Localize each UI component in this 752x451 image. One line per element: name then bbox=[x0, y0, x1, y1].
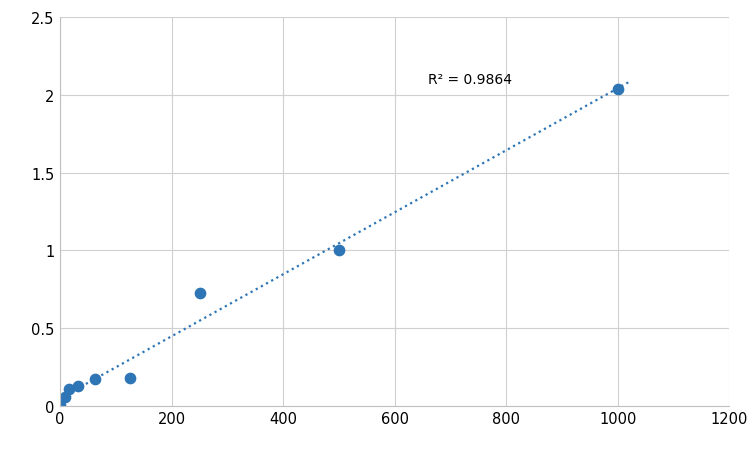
Point bbox=[333, 247, 345, 254]
Point bbox=[63, 386, 75, 393]
Point bbox=[193, 290, 205, 297]
Point bbox=[612, 87, 624, 94]
Point bbox=[89, 375, 101, 382]
Point bbox=[59, 393, 71, 400]
Point bbox=[71, 382, 83, 389]
Point bbox=[54, 402, 66, 409]
Text: R² = 0.9864: R² = 0.9864 bbox=[429, 73, 512, 87]
Point bbox=[124, 374, 136, 382]
